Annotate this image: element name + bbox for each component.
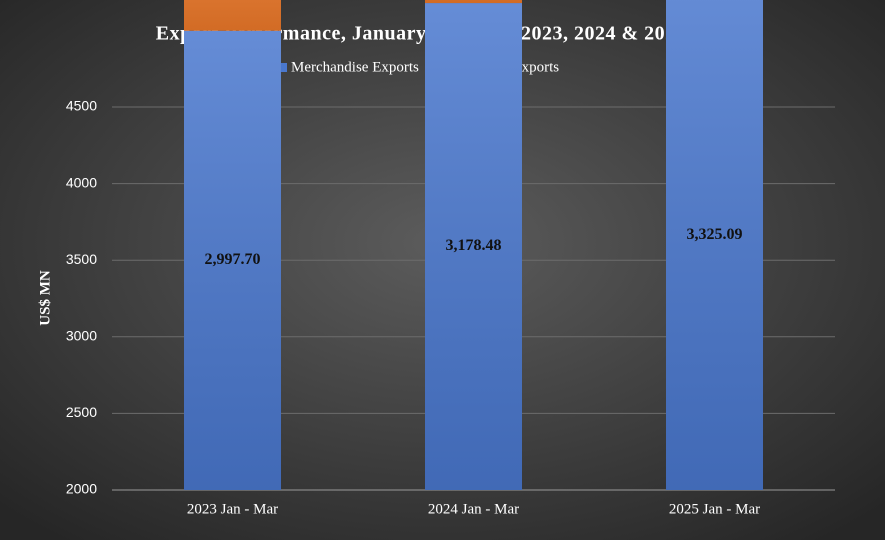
y-tick-label: 4000: [66, 174, 97, 190]
bar-shade: [184, 30, 281, 491]
bar-shade: [425, 3, 522, 491]
bar-shade: [666, 0, 763, 490]
y-tick-label: 2000: [66, 481, 97, 497]
data-label: 2,997.70: [205, 251, 261, 268]
x-tick-label: 2024 Jan - Mar: [428, 501, 519, 517]
y-axis-label: US$ MN: [37, 270, 53, 326]
legend-label: Merchandise Exports: [291, 59, 419, 75]
data-label: 3,325.09: [687, 226, 743, 243]
x-tick-label: 2025 Jan - Mar: [669, 501, 760, 517]
bar-shade: [425, 0, 522, 4]
y-tick-label: 3500: [66, 251, 97, 267]
data-label: 3,178.48: [446, 237, 502, 254]
y-tick-label: 4500: [66, 98, 97, 114]
bar-shade: [184, 0, 281, 31]
y-tick-label: 2500: [66, 404, 97, 420]
chart-title: Export Performance, January - March , 20…: [156, 23, 686, 45]
y-tick-label: 3000: [66, 328, 97, 344]
x-tick-label: 2023 Jan - Mar: [187, 501, 278, 517]
legend-swatch: [278, 63, 287, 72]
